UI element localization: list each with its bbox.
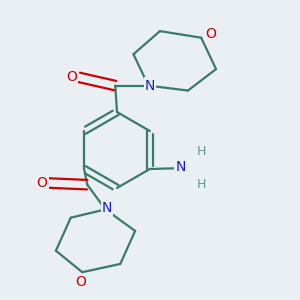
Text: O: O [66,70,77,84]
Text: O: O [37,176,47,190]
Text: N: N [175,160,186,173]
Text: H: H [196,145,206,158]
Text: N: N [102,201,112,215]
Text: H: H [196,178,206,191]
Text: O: O [206,27,217,41]
Text: N: N [145,79,155,93]
Text: O: O [75,275,86,289]
